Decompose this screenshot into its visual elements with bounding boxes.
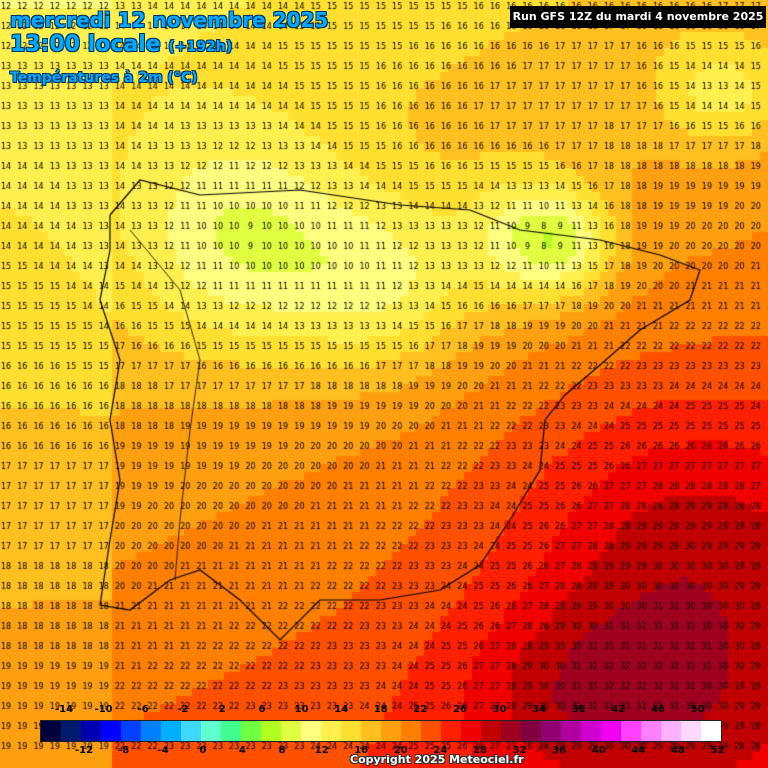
local-time: 13:00 locale — [10, 32, 161, 57]
scale-swatch — [81, 721, 101, 741]
scale-swatch — [61, 721, 81, 741]
scale-label-bottom: 32 — [512, 745, 527, 756]
scale-label-top: -14 — [54, 704, 74, 715]
scale-swatch — [661, 721, 681, 741]
scale-swatch — [581, 721, 601, 741]
scale-swatch — [521, 721, 541, 741]
scale-label-top: -6 — [137, 704, 149, 715]
lead-time: (+192h) — [168, 39, 233, 55]
scale-swatch — [281, 721, 301, 741]
scale-label-top: 46 — [651, 704, 665, 715]
scale-swatch — [221, 721, 241, 741]
scale-swatch — [621, 721, 641, 741]
scale-swatch — [421, 721, 441, 741]
scale-label-top: 30 — [492, 704, 507, 715]
forecast-time-label: 13:00 locale (+192h) — [10, 32, 232, 57]
forecast-date-title: mercredi 12 novembre 2025 — [10, 8, 329, 32]
scale-label-top: 38 — [571, 704, 586, 715]
scale-label-top: 10 — [294, 704, 309, 715]
scale-swatch — [501, 721, 521, 741]
scale-swatch — [341, 721, 361, 741]
scale-label-bottom: -12 — [74, 745, 94, 756]
scale-swatch — [141, 721, 161, 741]
scale-label-top: 22 — [413, 704, 428, 715]
copyright-label: Copyright 2025 Meteociel.fr — [350, 753, 524, 766]
scale-label-top: 34 — [532, 704, 547, 715]
scale-swatch — [541, 721, 561, 741]
scale-label-bottom: 24 — [433, 745, 448, 756]
scale-label-top: 42 — [611, 704, 626, 715]
scale-swatch — [41, 721, 61, 741]
scale-swatch — [361, 721, 381, 741]
scale-label-top: -2 — [177, 704, 189, 715]
scale-swatch — [101, 721, 121, 741]
scale-label-top: -10 — [94, 704, 113, 715]
scale-label-top: 50 — [690, 704, 705, 715]
scale-label-top: 14 — [334, 704, 349, 715]
scale-label-bottom: 28 — [473, 745, 487, 756]
scale-label-top: 18 — [373, 704, 388, 715]
scale-label-bottom: 48 — [671, 745, 685, 756]
temperature-color-scale — [40, 720, 722, 742]
scale-swatch — [701, 721, 721, 741]
scale-swatch — [161, 721, 181, 741]
scale-label-bottom: 4 — [238, 745, 246, 756]
scale-label-bottom: 44 — [631, 745, 646, 756]
scale-swatch — [461, 721, 481, 741]
scale-label-top: 26 — [453, 704, 467, 715]
scale-label-bottom: 0 — [199, 745, 207, 756]
scale-swatch — [561, 721, 581, 741]
scale-label-top: 6 — [258, 704, 266, 715]
scale-swatch — [241, 721, 261, 741]
scale-label-top: 2 — [218, 704, 226, 715]
scale-swatch — [181, 721, 201, 741]
scale-swatch — [401, 721, 421, 741]
scale-label-bottom: -4 — [157, 745, 169, 756]
scale-swatch — [301, 721, 321, 741]
scale-swatch — [601, 721, 621, 741]
scale-label-bottom: 16 — [354, 745, 369, 756]
scale-swatch — [261, 721, 281, 741]
scale-swatch — [481, 721, 501, 741]
run-info-banner: Run GFS 12Z du mardi 4 novembre 2025 — [510, 6, 766, 28]
scale-swatch — [381, 721, 401, 741]
scale-label-bottom: 36 — [552, 745, 567, 756]
scale-swatch — [641, 721, 661, 741]
scale-swatch — [321, 721, 341, 741]
scale-swatch — [121, 721, 141, 741]
scale-swatch — [441, 721, 461, 741]
scale-label-bottom: 8 — [278, 745, 286, 756]
scale-label-bottom: -8 — [118, 745, 130, 756]
scale-label-bottom: 12 — [314, 745, 329, 756]
scale-swatch — [681, 721, 701, 741]
scale-swatch — [201, 721, 221, 741]
scale-label-bottom: 40 — [591, 745, 606, 756]
scale-label-bottom: 52 — [710, 745, 725, 756]
scale-label-bottom: 20 — [393, 745, 408, 756]
parameter-label: Températures à 2m (°C) — [10, 70, 198, 86]
